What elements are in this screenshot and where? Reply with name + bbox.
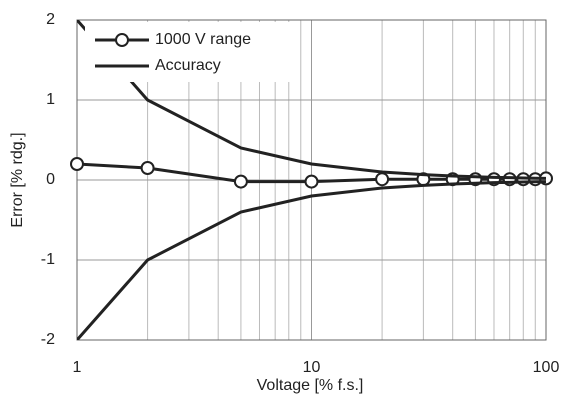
marker <box>375 172 390 187</box>
legend-label: 1000 V range <box>155 31 251 48</box>
marker <box>233 174 248 189</box>
x-tick-label: 10 <box>303 359 321 376</box>
legend-marker <box>115 33 129 47</box>
y-tick-label: -2 <box>41 331 55 348</box>
marker <box>304 174 319 189</box>
series-line <box>77 180 546 340</box>
series-line <box>77 20 546 180</box>
y-tick-label: 0 <box>46 171 55 188</box>
x-axis-label: Voltage [% f.s.] <box>257 377 364 394</box>
legend-box <box>85 22 300 82</box>
legend-label: Accuracy <box>155 57 221 74</box>
x-tick-label: 100 <box>533 359 560 376</box>
y-tick-label: 1 <box>46 91 55 108</box>
y-tick-label: -1 <box>41 251 55 268</box>
marker <box>70 157 84 171</box>
marker <box>140 161 155 175</box>
y-tick-label: 2 <box>46 11 55 28</box>
y-axis-label: Error [% rdg.] <box>9 132 26 227</box>
x-tick-label: 1 <box>73 359 82 376</box>
